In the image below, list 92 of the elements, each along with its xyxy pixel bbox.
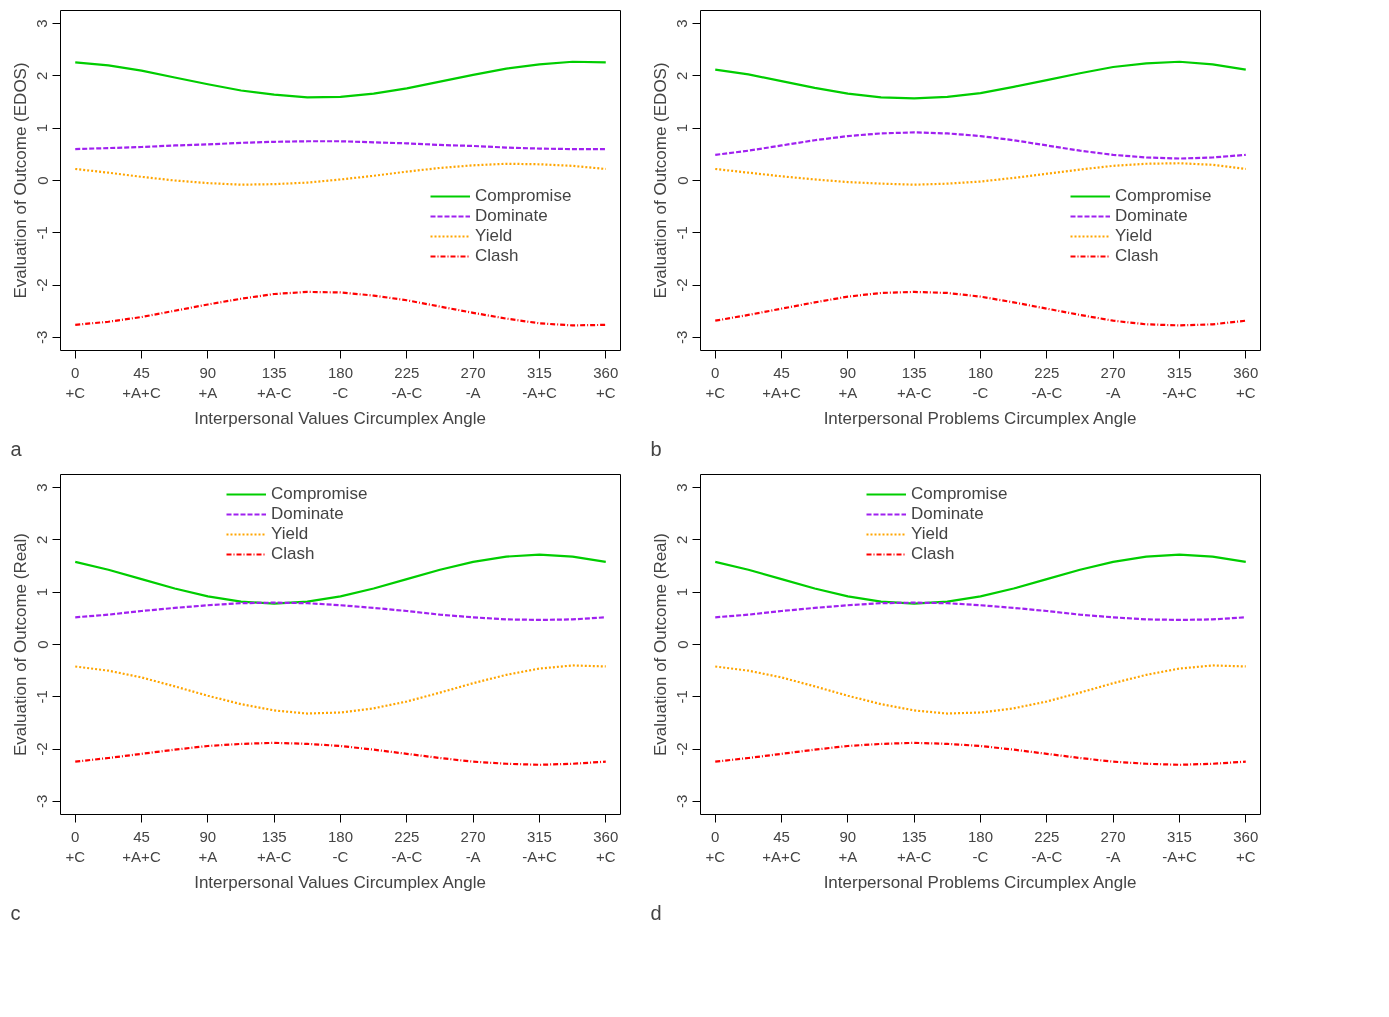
legend-label: Yield: [911, 524, 949, 544]
y-tick-label: -3: [673, 330, 691, 345]
x-axis-title: Interpersonal Values Circumplex Angle: [194, 872, 486, 892]
y-tick-label: 0: [33, 176, 51, 185]
y-tick-label: 3: [33, 19, 51, 28]
x-tick-label: 180 -C: [327, 827, 354, 865]
y-tick-label: 2: [673, 535, 691, 545]
legend-label: Yield: [1115, 226, 1153, 246]
x-tick-label: 225 -A-C: [391, 363, 423, 401]
y-tick-label: -2: [33, 742, 51, 756]
x-tick-label: 225 -A-C: [391, 827, 423, 865]
legend-label: Clash: [911, 544, 955, 564]
y-tick-label: 0: [673, 640, 691, 649]
x-tick-label: 225 -A-C: [1031, 827, 1063, 865]
y-tick-label: 2: [33, 71, 51, 81]
x-tick-label: 360 +C: [1233, 827, 1259, 865]
x-tick-label: 135 +A-C: [896, 827, 932, 865]
x-tick-label: 315 -A+C: [1162, 363, 1197, 401]
text: d: [650, 901, 662, 924]
x-tick-label: 270 -A: [460, 827, 486, 865]
y-tick-label: -1: [33, 226, 51, 240]
y-axis-title: Evaluation of Outcome (EDOS): [10, 62, 30, 299]
y-tick-label: 2: [673, 71, 691, 81]
x-tick-label: 270 -A: [1100, 827, 1126, 865]
x-tick-label: 0 +C: [65, 363, 86, 401]
y-tick-label: 1: [33, 588, 51, 597]
legend-label: Dominate: [475, 206, 548, 226]
text: b: [650, 437, 662, 460]
legend-label: Yield: [271, 524, 309, 544]
y-tick-label: -2: [673, 278, 691, 292]
y-tick-label: 0: [33, 640, 51, 649]
x-tick-label: 360 +C: [593, 363, 619, 401]
legend-label: Compromise: [475, 186, 572, 206]
y-tick-label: 1: [673, 588, 691, 597]
x-tick-label: 0 +C: [705, 827, 726, 865]
x-tick-label: 45 +A+C: [122, 363, 161, 401]
legend-label: Compromise: [1115, 186, 1212, 206]
x-tick-label: 225 -A-C: [1031, 363, 1063, 401]
y-tick-label: 3: [673, 483, 691, 492]
legend-label: Dominate: [1115, 206, 1188, 226]
x-tick-label: 270 -A: [460, 363, 486, 401]
legend-label: Dominate: [911, 504, 984, 524]
x-tick-label: 0 +C: [65, 827, 86, 865]
x-tick-label: 180 -C: [967, 363, 994, 401]
x-axis-title: Interpersonal Problems Circumplex Angle: [823, 408, 1137, 428]
y-tick-label: -1: [673, 226, 691, 240]
y-axis-title: Evaluation of Outcome (Real): [10, 533, 30, 756]
y-tick-label: 1: [33, 124, 51, 133]
x-tick-label: 45 +A+C: [762, 363, 801, 401]
legend-label: Clash: [475, 246, 519, 266]
legend-label: Yield: [475, 226, 513, 246]
x-tick-label: 360 +C: [1233, 363, 1259, 401]
x-tick-label: 180 -C: [967, 827, 994, 865]
y-tick-label: -1: [33, 690, 51, 704]
legend-label: Dominate: [271, 504, 344, 524]
y-tick-label: -2: [673, 742, 691, 756]
y-tick-label: -3: [33, 330, 51, 345]
y-tick-label: -3: [673, 794, 691, 809]
x-tick-label: 90 +A: [838, 827, 858, 865]
x-tick-label: 135 +A-C: [256, 827, 292, 865]
y-tick-label: 0: [673, 176, 691, 185]
x-tick-label: 360 +C: [593, 827, 619, 865]
y-axis-title: Evaluation of Outcome (Real): [650, 533, 670, 756]
y-tick-label: -3: [33, 794, 51, 809]
x-tick-label: 315 -A+C: [522, 363, 557, 401]
legend-label: Clash: [1115, 246, 1159, 266]
y-axis-title: Evaluation of Outcome (EDOS): [650, 62, 670, 299]
x-tick-label: 45 +A+C: [762, 827, 801, 865]
x-tick-label: 90 +A: [198, 363, 218, 401]
x-tick-label: 135 +A-C: [256, 363, 292, 401]
x-tick-label: 45 +A+C: [122, 827, 161, 865]
x-tick-label: 90 +A: [198, 827, 218, 865]
text: c: [10, 901, 21, 924]
legend-label: Compromise: [271, 484, 368, 504]
y-tick-label: 1: [673, 124, 691, 133]
y-tick-label: 3: [673, 19, 691, 28]
x-tick-label: 315 -A+C: [522, 827, 557, 865]
legend-label: Clash: [271, 544, 315, 564]
x-axis-title: Interpersonal Values Circumplex Angle: [194, 408, 486, 428]
text: a: [10, 437, 23, 460]
x-tick-label: 270 -A: [1100, 363, 1126, 401]
y-tick-label: 3: [33, 483, 51, 492]
x-axis-title: Interpersonal Problems Circumplex Angle: [823, 872, 1137, 892]
x-tick-label: 135 +A-C: [896, 363, 932, 401]
x-tick-label: 0 +C: [705, 363, 726, 401]
y-tick-label: -1: [673, 690, 691, 704]
x-tick-label: 180 -C: [327, 363, 354, 401]
x-tick-label: 90 +A: [838, 363, 858, 401]
legend-label: Compromise: [911, 484, 1008, 504]
y-tick-label: 2: [33, 535, 51, 545]
x-tick-label: 315 -A+C: [1162, 827, 1197, 865]
y-tick-label: -2: [33, 278, 51, 292]
